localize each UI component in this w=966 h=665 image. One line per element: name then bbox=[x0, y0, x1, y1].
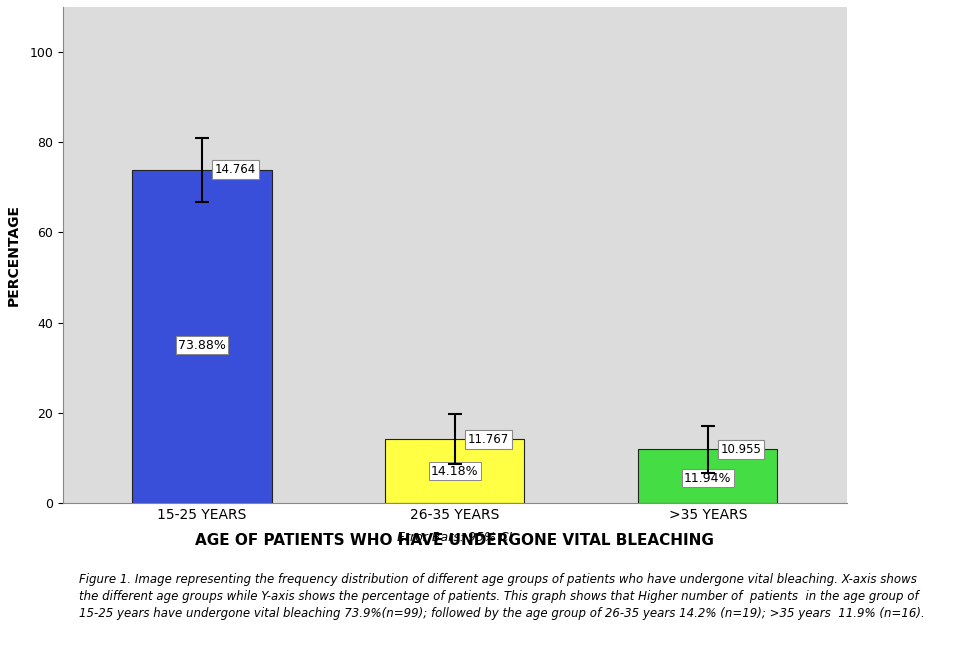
Bar bbox=[132, 170, 271, 503]
Text: 14.18%: 14.18% bbox=[431, 465, 479, 478]
Text: Figure 1. Image representing the frequency distribution of different age groups : Figure 1. Image representing the frequen… bbox=[78, 573, 924, 620]
Text: 11.767: 11.767 bbox=[468, 432, 509, 446]
Text: Error Bars: 95% CI: Error Bars: 95% CI bbox=[397, 531, 513, 544]
Bar bbox=[639, 449, 778, 503]
Y-axis label: PERCENTAGE: PERCENTAGE bbox=[7, 204, 21, 306]
Text: 11.94%: 11.94% bbox=[684, 471, 731, 485]
X-axis label: AGE OF PATIENTS WHO HAVE UNDERGONE VITAL BLEACHING: AGE OF PATIENTS WHO HAVE UNDERGONE VITAL… bbox=[195, 533, 715, 548]
Text: 73.88%: 73.88% bbox=[178, 338, 226, 352]
Text: 10.955: 10.955 bbox=[721, 443, 761, 456]
Bar bbox=[385, 439, 525, 503]
Text: 14.764: 14.764 bbox=[214, 164, 256, 176]
